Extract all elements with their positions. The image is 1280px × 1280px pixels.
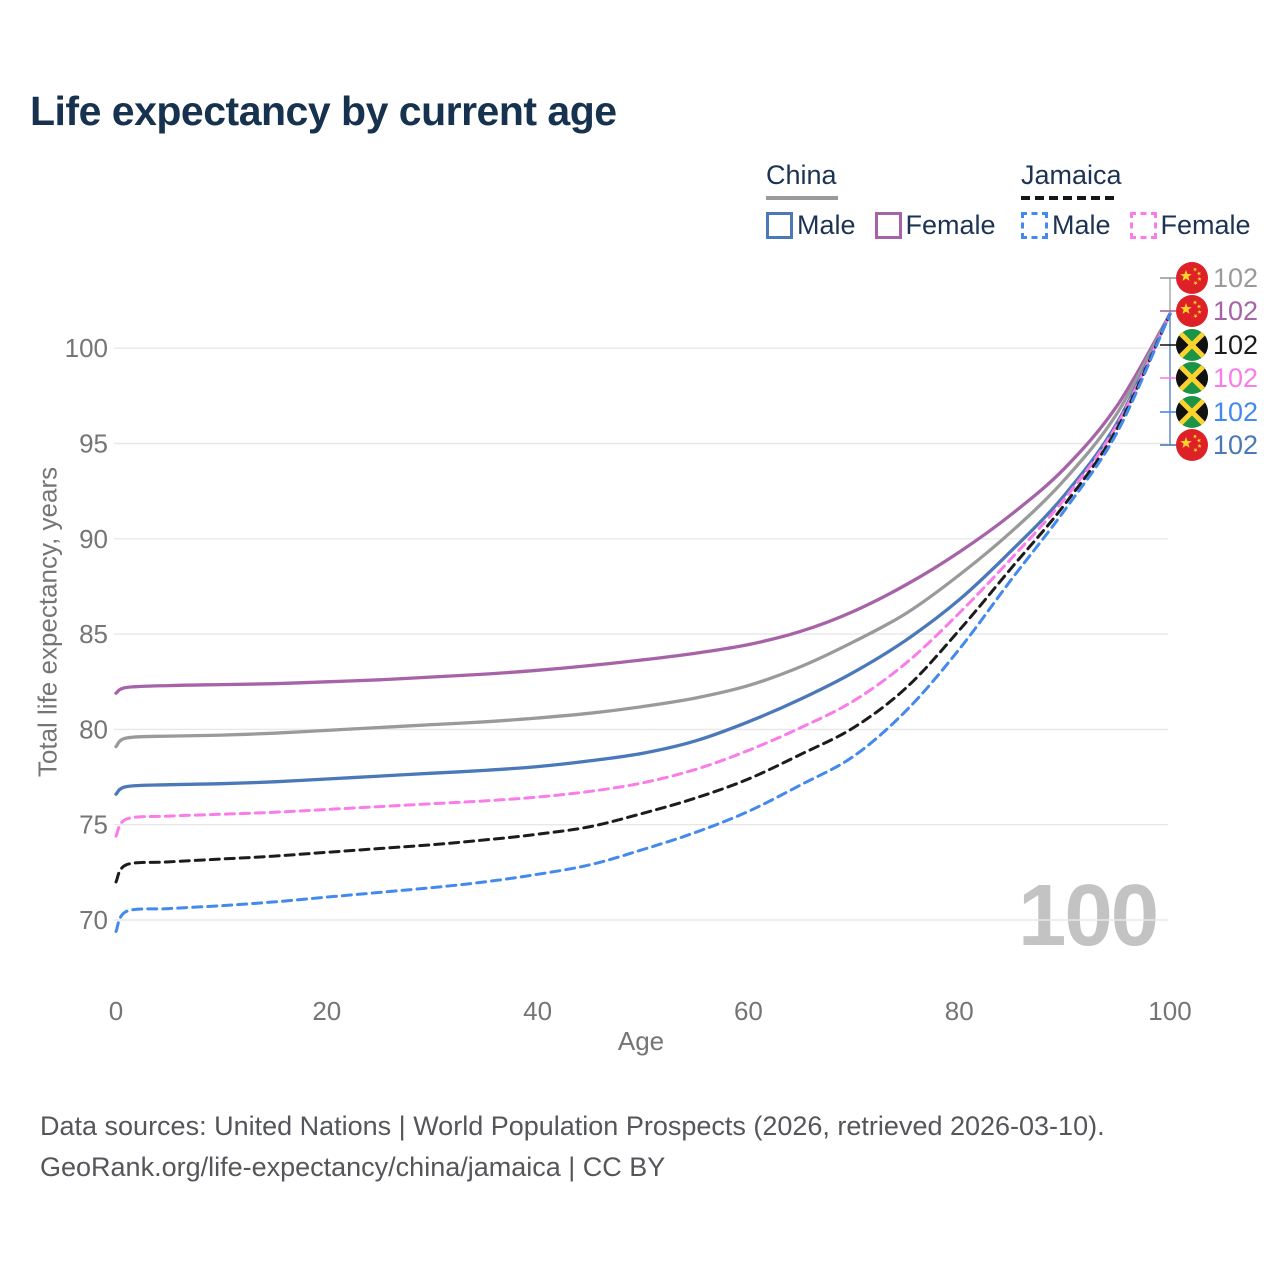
age-counter-watermark: 100: [1018, 867, 1159, 964]
jamaica-flag-icon: [1176, 362, 1208, 394]
x-tick-label: 0: [109, 996, 123, 1026]
jamaica-female-swatch: [1129, 212, 1157, 239]
end-label-jamaica-3: 102: [1176, 361, 1258, 395]
legend-item-china-female[interactable]: Female: [874, 210, 996, 241]
series-line-jamaica[interactable]: [114, 312, 1172, 884]
legend-jamaica-line-swatch: [1021, 196, 1115, 200]
china-flag-icon: [1176, 295, 1208, 327]
end-value-label: 102: [1213, 429, 1259, 460]
y-tick-label: 95: [79, 429, 108, 459]
legend-item-jamaica-male[interactable]: Male: [1021, 210, 1111, 241]
y-tick-label: 70: [79, 905, 108, 935]
y-tick-label: 85: [79, 619, 108, 649]
legend-item-jamaica-female[interactable]: Female: [1129, 210, 1251, 241]
x-tick-label: 100: [1148, 996, 1191, 1026]
end-label-jamaica-2: 102: [1176, 328, 1258, 362]
legend-item-label: Male: [797, 210, 856, 240]
legend-group-china: China Male Female: [766, 160, 1015, 241]
footer-sources-line: Data sources: United Nations | World Pop…: [40, 1111, 1105, 1141]
end-label-china-5: 102: [1176, 428, 1258, 462]
legend-item-label: Female: [905, 210, 996, 240]
china-male-swatch: [766, 212, 793, 239]
y-tick-label: 80: [79, 714, 108, 744]
end-value-label: 102: [1213, 329, 1259, 360]
china-flag-icon: [1176, 262, 1208, 294]
end-value-label: 102: [1213, 295, 1259, 326]
end-value-label: 102: [1213, 262, 1259, 293]
jamaica-flag-icon: [1176, 396, 1208, 428]
y-tick-label: 100: [65, 333, 108, 363]
legend-group-jamaica: Jamaica Male Female: [1021, 160, 1270, 241]
end-value-label: 102: [1213, 396, 1259, 427]
x-tick-label: 40: [523, 996, 552, 1026]
series-line-jamaica-male[interactable]: [114, 312, 1172, 933]
end-label-china-0: 102: [1176, 261, 1258, 295]
footer: Data sources: United Nations | World Pop…: [40, 1106, 1105, 1188]
china-flag-icon: [1176, 429, 1208, 461]
end-label-jamaica-4: 102: [1176, 395, 1258, 429]
end-value-label: 102: [1213, 362, 1259, 393]
x-tick-label: 80: [945, 996, 974, 1026]
series-line-china-female[interactable]: [114, 312, 1172, 695]
x-axis-title: Age: [617, 1026, 665, 1056]
legend-item-label: Male: [1052, 210, 1111, 240]
legend-item-label: Female: [1160, 210, 1251, 240]
page-title: Life expectancy by current age: [30, 88, 617, 134]
series-line-china-male[interactable]: [114, 312, 1172, 796]
jamaica-male-swatch: [1021, 212, 1048, 239]
legend-item-china-male[interactable]: Male: [766, 210, 856, 241]
jamaica-flag-icon: [1176, 329, 1208, 361]
y-axis-title: Total life expectancy, years: [32, 466, 63, 778]
legend-china-line-swatch: [766, 196, 838, 200]
y-tick-label: 90: [79, 524, 108, 554]
legend-china-title[interactable]: China: [766, 160, 837, 190]
footer-attribution-line: GeoRank.org/life-expectancy/china/jamaic…: [40, 1152, 666, 1182]
series-line-jamaica-female[interactable]: [114, 312, 1172, 838]
y-tick-label: 75: [79, 810, 108, 840]
x-tick-label: 20: [312, 996, 341, 1026]
x-tick-label: 60: [734, 996, 763, 1026]
series-line-china[interactable]: [114, 312, 1172, 749]
end-label-china-1: 102: [1176, 294, 1258, 328]
legend-jamaica-title[interactable]: Jamaica: [1021, 160, 1122, 190]
china-female-swatch: [874, 212, 902, 239]
